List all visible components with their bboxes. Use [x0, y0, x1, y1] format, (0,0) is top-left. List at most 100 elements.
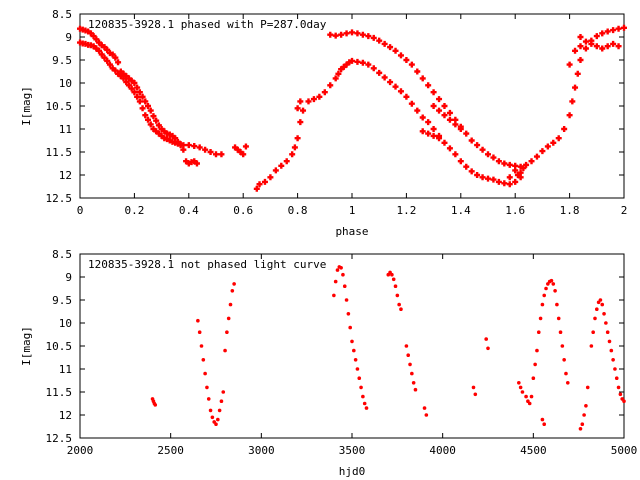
data-point — [96, 47, 103, 54]
data-point — [599, 30, 606, 37]
data-point — [136, 89, 143, 96]
data-point — [139, 93, 146, 100]
data-point — [335, 70, 342, 77]
data-point — [199, 344, 204, 348]
data-point — [485, 151, 491, 158]
data-point — [208, 408, 213, 413]
data-point — [471, 385, 476, 390]
data-point — [242, 143, 249, 150]
data-point — [115, 59, 122, 66]
x-tick-label: 2 — [621, 204, 628, 217]
chart-title: 120835-3928.1 phased with P=287.0day — [88, 18, 327, 31]
data-point — [413, 387, 418, 392]
data-point — [529, 394, 534, 399]
data-point — [593, 33, 600, 40]
y-tick-label: 11 — [59, 363, 72, 376]
data-point — [125, 82, 132, 89]
data-point — [131, 89, 138, 96]
data-point — [506, 181, 513, 188]
data-point — [518, 385, 523, 390]
y-tick-label: 12.5 — [46, 192, 73, 205]
data-point — [535, 348, 539, 353]
y-axis-label: I[mag] — [20, 326, 33, 366]
data-point — [610, 40, 617, 47]
data-point — [327, 82, 334, 89]
data-point — [381, 40, 388, 47]
data-point — [364, 406, 369, 410]
x-tick-label: 4500 — [520, 444, 547, 457]
data-point — [474, 172, 481, 178]
data-point — [362, 401, 367, 406]
data-point — [615, 43, 622, 50]
x-tick-label: 0.6 — [233, 204, 253, 217]
data-point — [112, 67, 119, 74]
x-tick-label: 2000 — [67, 444, 94, 457]
data-point — [341, 272, 345, 277]
data-point — [387, 44, 394, 51]
data-point — [555, 135, 562, 142]
data-point — [240, 151, 247, 158]
data-point — [106, 61, 113, 68]
x-tick-label: 1.6 — [505, 204, 525, 217]
data-point — [228, 302, 233, 307]
data-point — [512, 178, 519, 185]
data-point — [359, 385, 363, 390]
data-point — [218, 151, 225, 158]
data-point — [618, 392, 623, 397]
data-point — [430, 103, 437, 109]
data-point — [457, 158, 464, 165]
data-point — [604, 43, 611, 50]
data-point — [609, 348, 614, 353]
data-point — [399, 307, 403, 312]
data-point — [599, 45, 606, 52]
data-point — [359, 31, 366, 38]
phased-light-curve-panel: 120835-3928.1 phased with P=287.0day pha… — [20, 8, 627, 238]
data-point — [430, 132, 437, 139]
data-point — [201, 358, 206, 362]
data-point — [578, 427, 583, 431]
data-point — [297, 119, 304, 126]
data-point — [605, 330, 610, 335]
data-point — [354, 58, 361, 65]
data-point — [210, 415, 215, 420]
data-point — [177, 142, 184, 149]
data-point — [272, 167, 279, 174]
data-point — [533, 362, 537, 367]
data-point — [544, 143, 551, 150]
data-point — [261, 178, 268, 185]
data-point — [457, 126, 464, 132]
data-point — [203, 371, 207, 376]
x-axis-label: phase — [335, 225, 368, 238]
data-point — [365, 61, 372, 68]
x-tick-label: 5000 — [611, 444, 638, 457]
data-point — [267, 174, 274, 181]
data-point — [408, 61, 415, 68]
data-point — [109, 51, 116, 58]
data-point — [425, 130, 432, 137]
data-point — [614, 376, 619, 381]
data-point — [370, 34, 377, 41]
y-axis-ticks: 8.5 9 9.5 10 10.5 11 11.5 12 12.5 — [46, 8, 624, 205]
data-point — [425, 82, 432, 89]
data-point — [370, 65, 377, 72]
y-tick-label: 8.5 — [52, 8, 72, 21]
data-point — [528, 158, 535, 165]
x-tick-label: 0.8 — [288, 204, 308, 217]
data-point — [139, 105, 146, 112]
data-point — [520, 390, 525, 394]
plot-frame — [79, 13, 625, 199]
data-point — [553, 289, 557, 293]
data-point — [615, 25, 622, 32]
data-point — [403, 93, 410, 100]
data-point — [104, 57, 111, 64]
data-point — [410, 371, 414, 376]
data-point — [342, 284, 347, 289]
data-point — [294, 105, 301, 112]
data-point — [577, 43, 584, 50]
data-point — [104, 46, 111, 53]
data-point — [598, 298, 603, 302]
data-point — [430, 89, 437, 96]
data-point — [565, 381, 570, 385]
data-point — [339, 266, 343, 270]
chart-title: 120835-3928.1 not phased light curve — [88, 258, 326, 271]
